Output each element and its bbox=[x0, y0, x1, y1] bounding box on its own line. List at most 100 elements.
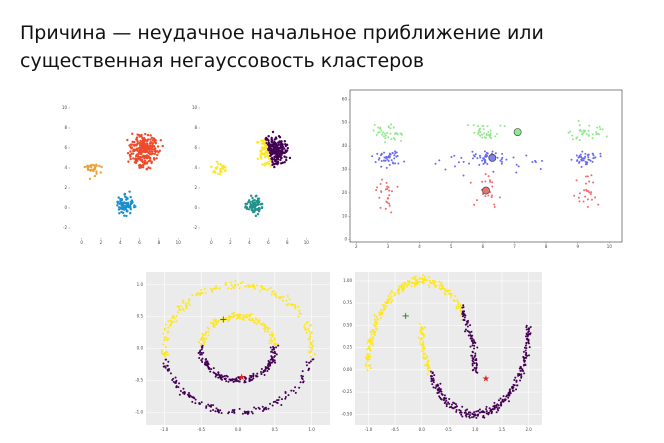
point bbox=[471, 359, 474, 362]
point bbox=[391, 152, 394, 155]
y-tick-label: 60 bbox=[342, 96, 348, 101]
point bbox=[401, 289, 404, 292]
point bbox=[164, 323, 167, 326]
point bbox=[366, 369, 369, 372]
point bbox=[126, 210, 129, 213]
point bbox=[142, 146, 145, 149]
point bbox=[274, 296, 277, 299]
point bbox=[275, 294, 278, 297]
point bbox=[167, 326, 170, 329]
point bbox=[140, 143, 143, 147]
point bbox=[307, 329, 310, 332]
point bbox=[431, 371, 434, 374]
point bbox=[383, 159, 386, 162]
y-tick-label: 4 bbox=[194, 165, 197, 170]
point bbox=[423, 277, 426, 280]
point bbox=[136, 155, 140, 158]
point bbox=[200, 291, 203, 294]
point bbox=[585, 189, 588, 192]
point bbox=[375, 327, 378, 330]
x-tick-label: 4 bbox=[418, 244, 421, 249]
point bbox=[230, 287, 233, 290]
point bbox=[188, 304, 191, 307]
point bbox=[215, 407, 218, 410]
y-tick-label: 1.0 bbox=[137, 282, 144, 287]
point bbox=[143, 144, 146, 147]
point bbox=[264, 365, 267, 368]
point bbox=[260, 148, 263, 152]
point bbox=[290, 389, 293, 392]
marker: + bbox=[219, 314, 227, 325]
point bbox=[441, 284, 444, 287]
point bbox=[586, 161, 589, 164]
point bbox=[494, 135, 497, 138]
point bbox=[584, 175, 587, 178]
point bbox=[467, 334, 470, 337]
point bbox=[222, 320, 225, 323]
point bbox=[588, 124, 591, 127]
point bbox=[587, 153, 590, 156]
point bbox=[455, 305, 458, 308]
point bbox=[493, 206, 496, 209]
point bbox=[269, 346, 272, 349]
point bbox=[424, 326, 427, 329]
point bbox=[232, 380, 235, 383]
point bbox=[501, 152, 504, 155]
point bbox=[214, 410, 217, 413]
point bbox=[467, 411, 470, 414]
point bbox=[263, 288, 266, 291]
point bbox=[387, 186, 390, 189]
point bbox=[140, 158, 144, 162]
point bbox=[379, 127, 382, 130]
point bbox=[203, 343, 206, 346]
point bbox=[253, 209, 257, 212]
point bbox=[523, 357, 526, 360]
point bbox=[272, 347, 275, 350]
point bbox=[298, 309, 301, 312]
point bbox=[369, 343, 372, 346]
point bbox=[475, 359, 478, 362]
point bbox=[371, 344, 374, 347]
point bbox=[528, 346, 531, 349]
point bbox=[308, 324, 311, 327]
point bbox=[526, 334, 529, 337]
point bbox=[210, 288, 213, 291]
point bbox=[231, 378, 234, 381]
point bbox=[163, 329, 166, 332]
point bbox=[382, 131, 385, 134]
point bbox=[179, 308, 182, 311]
point bbox=[421, 277, 424, 280]
point bbox=[212, 404, 215, 407]
point bbox=[495, 406, 498, 409]
point bbox=[129, 195, 132, 199]
point bbox=[118, 212, 121, 215]
point bbox=[153, 152, 156, 156]
y-tick-label: 1.00 bbox=[343, 278, 352, 283]
point bbox=[380, 308, 383, 311]
point bbox=[277, 398, 280, 401]
point bbox=[254, 195, 257, 198]
point bbox=[369, 349, 372, 352]
y-tick-label: 0 bbox=[194, 205, 197, 210]
point bbox=[204, 363, 207, 366]
point bbox=[203, 340, 206, 343]
plot: 2 3 4 5 6 7 8 9 10 0 10 20 30 40 50 60 bbox=[342, 89, 623, 249]
point bbox=[270, 358, 273, 361]
point bbox=[256, 198, 260, 202]
point bbox=[201, 361, 204, 364]
point bbox=[260, 202, 263, 206]
point bbox=[584, 163, 587, 166]
point bbox=[163, 336, 166, 339]
point bbox=[260, 285, 263, 288]
point bbox=[447, 401, 450, 404]
point bbox=[469, 345, 472, 348]
point bbox=[266, 155, 269, 158]
point bbox=[419, 326, 422, 329]
point bbox=[250, 376, 253, 379]
point bbox=[478, 411, 481, 414]
point bbox=[420, 332, 423, 335]
point bbox=[387, 126, 390, 129]
point bbox=[525, 328, 528, 331]
point bbox=[539, 167, 542, 170]
point bbox=[440, 390, 443, 393]
